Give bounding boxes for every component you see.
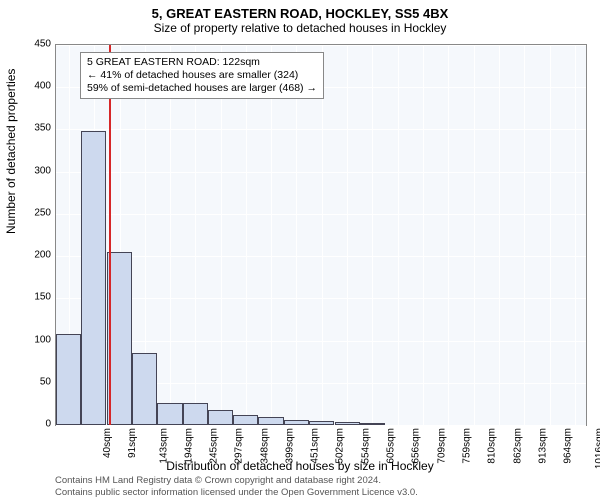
histogram-bar <box>284 420 309 425</box>
gridline-v <box>246 45 247 425</box>
gridline-v <box>372 45 373 425</box>
gridline-v <box>550 45 551 425</box>
chart-container: 5, GREAT EASTERN ROAD, HOCKLEY, SS5 4BX … <box>0 0 600 500</box>
gridline-v <box>474 45 475 425</box>
gridline-v <box>524 45 525 425</box>
gridline-v <box>575 45 576 425</box>
y-tick-label: 300 <box>11 165 51 176</box>
histogram-bar <box>81 131 106 425</box>
y-tick-label: 450 <box>11 39 51 50</box>
plot-area <box>55 44 587 426</box>
info-line-1: 5 GREAT EASTERN ROAD: 122sqm <box>87 56 317 69</box>
y-tick-label: 400 <box>11 81 51 92</box>
histogram-bar <box>132 353 157 425</box>
gridline-v <box>221 45 222 425</box>
gridline-v <box>195 45 196 425</box>
credits-line-1: Contains HM Land Registry data © Crown c… <box>55 475 418 486</box>
credits-line-2: Contains public sector information licen… <box>55 487 418 498</box>
histogram-bar <box>309 421 334 425</box>
title-line-1: 5, GREAT EASTERN ROAD, HOCKLEY, SS5 4BX <box>0 0 600 21</box>
histogram-bar <box>233 415 258 425</box>
gridline-v <box>322 45 323 425</box>
histogram-bar <box>208 410 233 425</box>
histogram-bar <box>258 417 283 425</box>
gridline-v <box>423 45 424 425</box>
histogram-bar <box>56 334 81 425</box>
histogram-bar <box>335 422 360 425</box>
histogram-bar <box>183 403 208 425</box>
gridline-v <box>398 45 399 425</box>
x-tick-label: 91sqm <box>127 428 138 458</box>
info-line-2: ← 41% of detached houses are smaller (32… <box>87 69 317 82</box>
y-tick-label: 50 <box>11 376 51 387</box>
marker-line <box>109 45 111 425</box>
y-tick-label: 200 <box>11 250 51 261</box>
histogram-bar <box>360 423 385 425</box>
y-tick-label: 250 <box>11 207 51 218</box>
y-tick-label: 350 <box>11 123 51 134</box>
info-line-3: 59% of semi-detached houses are larger (… <box>87 82 317 95</box>
credits: Contains HM Land Registry data © Crown c… <box>55 475 418 498</box>
y-tick-label: 100 <box>11 334 51 345</box>
histogram-bar <box>157 403 182 425</box>
gridline-h <box>56 425 586 426</box>
x-axis-label: Distribution of detached houses by size … <box>0 459 600 473</box>
gridline-v <box>448 45 449 425</box>
y-tick-label: 150 <box>11 292 51 303</box>
gridline-v <box>499 45 500 425</box>
gridline-v <box>271 45 272 425</box>
gridline-v <box>170 45 171 425</box>
y-tick-label: 0 <box>11 419 51 430</box>
gridline-v <box>347 45 348 425</box>
title-line-2: Size of property relative to detached ho… <box>0 21 600 37</box>
info-box: 5 GREAT EASTERN ROAD: 122sqm ← 41% of de… <box>80 52 324 99</box>
x-tick-label: 40sqm <box>102 428 113 458</box>
gridline-v <box>296 45 297 425</box>
